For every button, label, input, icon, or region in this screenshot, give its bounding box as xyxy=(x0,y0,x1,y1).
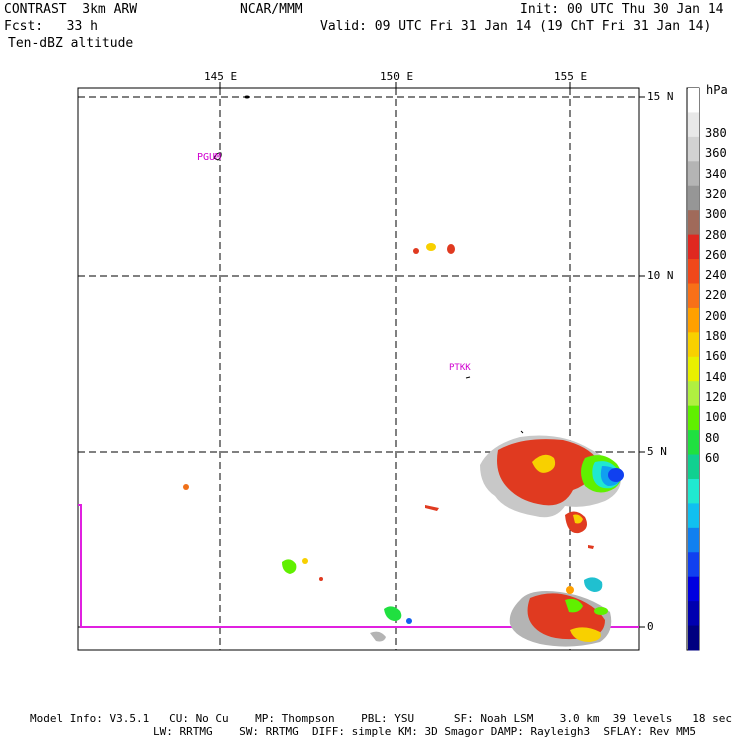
colorbar-swatch xyxy=(688,430,699,456)
coastlines xyxy=(213,95,524,434)
colorbar xyxy=(686,87,700,651)
valid-time: Valid: 09 UTC Fri 31 Jan 14 (19 ChT Fri … xyxy=(320,19,712,34)
map-frame xyxy=(77,87,640,651)
lon-label-145: 145 E xyxy=(204,70,238,83)
lat-label-10n: 10 N xyxy=(647,269,674,282)
colorbar-swatch xyxy=(688,552,699,578)
colorbar-level-label: 320 xyxy=(705,186,727,201)
colorbar-level-label: 300 xyxy=(705,207,727,222)
colorbar-level-label: 160 xyxy=(705,349,727,364)
colorbar-level-label: 340 xyxy=(705,166,727,181)
colorbar-level-label: 260 xyxy=(705,247,727,262)
domain-boundary xyxy=(78,504,639,628)
axis-ticks xyxy=(219,82,645,628)
colorbar-level-label: 180 xyxy=(705,329,727,343)
colorbar-swatch xyxy=(688,307,699,333)
colorbar-level-label: 60 xyxy=(705,450,720,465)
colorbar-level-label: 200 xyxy=(705,308,727,323)
field-name: Ten-dBZ altitude xyxy=(8,36,134,51)
colorbar-swatch xyxy=(688,381,699,407)
colorbar-level-label: 80 xyxy=(705,430,720,445)
lon-label-150: 150 E xyxy=(380,70,414,83)
colorbar-swatch xyxy=(688,88,699,113)
colorbar-swatch xyxy=(688,503,699,529)
forecast-hour: Fcst: 33 h xyxy=(4,19,98,34)
colorbar-swatch xyxy=(688,283,699,309)
footer-physics-info: LW: RRTMG SW: RRTMG DIFF: simple KM: 3D … xyxy=(153,725,697,738)
colorbar-swatch xyxy=(688,210,699,236)
colorbar-level-label: 240 xyxy=(705,268,727,283)
colorbar-swatch xyxy=(688,576,699,602)
colorbar-swatch xyxy=(688,161,699,187)
center-name: NCAR/MMM xyxy=(240,2,303,17)
colorbar-level-label: 220 xyxy=(705,288,727,303)
station-label-ptkk: PTKK xyxy=(449,363,471,373)
colorbar-swatch xyxy=(688,234,699,260)
colorbar-unit: hPa xyxy=(706,83,728,97)
colorbar-swatch xyxy=(688,405,699,431)
lat-label-15n: 15 N xyxy=(647,90,674,103)
colorbar-swatch xyxy=(688,259,699,284)
lat-label-5n: 5 N xyxy=(647,445,667,458)
colorbar-swatch xyxy=(688,527,699,553)
colorbar-level-label: 360 xyxy=(705,146,727,161)
echo-shading xyxy=(183,243,624,647)
colorbar-swatch xyxy=(688,356,699,382)
station-label-pgum: PGUM xyxy=(197,152,222,163)
footer-model-info: Model Info: V3.5.1 CU: No Cu MP: Thompso… xyxy=(30,712,732,725)
lat-label-eq: 0 xyxy=(647,620,654,633)
model-title: CONTRAST 3km ARW xyxy=(4,2,138,17)
init-time: Init: 00 UTC Thu 30 Jan 14 xyxy=(520,2,724,17)
lon-label-155: 155 E xyxy=(554,70,588,83)
colorbar-level-label: 380 xyxy=(705,126,727,140)
colorbar-swatch xyxy=(688,601,699,627)
colorbar-swatch xyxy=(688,112,699,138)
colorbar-swatch xyxy=(688,454,699,480)
colorbar-swatch xyxy=(688,478,699,504)
colorbar-swatch xyxy=(688,185,699,211)
colorbar-swatch xyxy=(688,625,699,651)
colorbar-level-label: 280 xyxy=(705,227,727,242)
colorbar-swatch xyxy=(688,332,699,358)
colorbar-level-label: 120 xyxy=(705,389,727,404)
colorbar-level-label: 100 xyxy=(705,410,727,425)
colorbar-swatch xyxy=(688,136,699,162)
colorbar-level-label: 140 xyxy=(705,369,727,384)
